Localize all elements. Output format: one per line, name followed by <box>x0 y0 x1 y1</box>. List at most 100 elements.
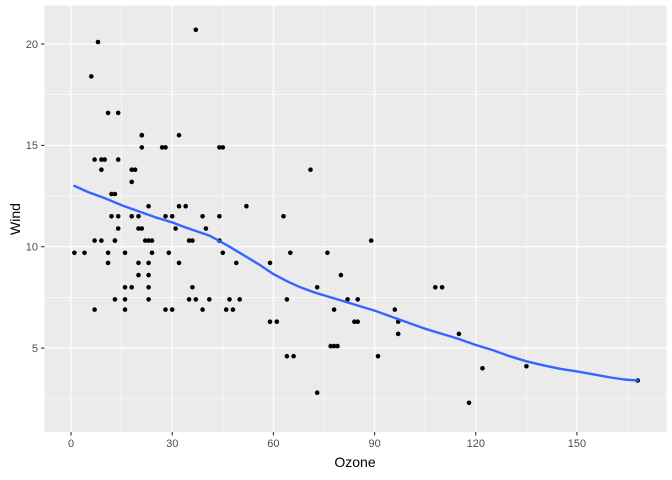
data-point <box>122 307 128 312</box>
data-point <box>122 250 128 256</box>
data-point <box>193 297 199 302</box>
data-point <box>112 191 118 197</box>
data-point <box>89 74 94 79</box>
data-point <box>146 238 151 243</box>
data-point <box>122 297 128 302</box>
data-point <box>223 307 229 312</box>
data-point <box>136 226 141 231</box>
data-point <box>92 238 97 243</box>
data-point <box>102 157 107 162</box>
data-point <box>122 285 128 290</box>
data-point <box>227 297 232 302</box>
x-tick-label: 120 <box>467 438 485 450</box>
data-point <box>220 250 226 256</box>
data-point <box>237 297 242 302</box>
data-point <box>190 285 195 290</box>
data-point <box>308 167 313 172</box>
data-point <box>146 272 151 278</box>
data-point <box>217 145 222 150</box>
data-point <box>129 214 134 219</box>
data-point <box>433 285 438 290</box>
data-point <box>368 238 374 243</box>
data-point <box>345 297 350 302</box>
data-point <box>169 307 175 312</box>
data-point <box>456 331 462 337</box>
data-point <box>95 39 101 45</box>
data-point <box>129 285 134 290</box>
data-point <box>176 203 182 209</box>
data-point <box>136 272 141 278</box>
data-point <box>99 238 104 243</box>
data-point <box>200 307 205 312</box>
data-point <box>115 110 121 116</box>
data-point <box>480 366 485 371</box>
y-tick-label: 20 <box>26 39 38 51</box>
data-point <box>524 364 529 369</box>
data-point <box>149 250 155 256</box>
x-tick-label: 60 <box>267 438 279 450</box>
data-point <box>115 214 121 219</box>
data-point <box>274 319 280 325</box>
data-point <box>220 145 226 150</box>
data-point <box>186 238 192 243</box>
data-point <box>183 203 188 209</box>
data-point <box>335 343 340 349</box>
data-point <box>375 353 381 359</box>
data-point <box>331 307 337 312</box>
data-point <box>72 250 77 256</box>
data-point <box>284 297 290 302</box>
data-point <box>325 250 330 256</box>
data-point <box>281 214 286 219</box>
data-point <box>331 343 337 349</box>
x-tick-label: 90 <box>368 438 380 450</box>
data-point <box>99 167 104 172</box>
data-point <box>146 203 151 209</box>
data-point <box>352 319 357 325</box>
x-tick-label: 0 <box>68 438 74 450</box>
data-point <box>142 238 148 243</box>
data-point <box>129 167 134 172</box>
data-point <box>173 226 178 231</box>
data-point <box>314 390 320 396</box>
x-tick-label: 150 <box>568 438 586 450</box>
data-point <box>146 297 151 302</box>
data-point <box>176 260 182 266</box>
data-point <box>267 260 273 266</box>
data-point <box>439 285 445 290</box>
data-point <box>139 226 145 231</box>
data-point <box>139 132 145 138</box>
data-point <box>217 214 222 219</box>
data-point <box>169 214 175 219</box>
data-point <box>136 214 141 219</box>
data-point <box>163 214 168 219</box>
data-point <box>203 226 209 231</box>
data-point <box>159 145 165 150</box>
x-tick-label: 30 <box>166 438 178 450</box>
data-point <box>288 250 293 256</box>
data-point <box>244 203 249 209</box>
data-point <box>163 145 168 150</box>
data-point <box>267 319 273 325</box>
data-point <box>132 167 138 172</box>
data-point <box>230 307 236 312</box>
y-axis-title: Wind <box>7 203 23 235</box>
data-point <box>115 157 121 162</box>
data-point <box>112 238 118 243</box>
data-point <box>284 353 290 359</box>
data-point <box>338 272 344 278</box>
data-point <box>193 27 199 33</box>
data-point <box>82 250 87 256</box>
data-point <box>395 331 401 337</box>
y-tick-label: 15 <box>26 140 38 152</box>
data-point <box>355 297 361 302</box>
data-point <box>163 307 168 312</box>
data-point <box>146 260 151 266</box>
data-point <box>109 214 114 219</box>
smooth-line <box>73 184 639 382</box>
data-point <box>149 238 155 243</box>
data-point <box>109 191 114 197</box>
data-point <box>190 238 195 243</box>
data-point <box>186 297 192 302</box>
